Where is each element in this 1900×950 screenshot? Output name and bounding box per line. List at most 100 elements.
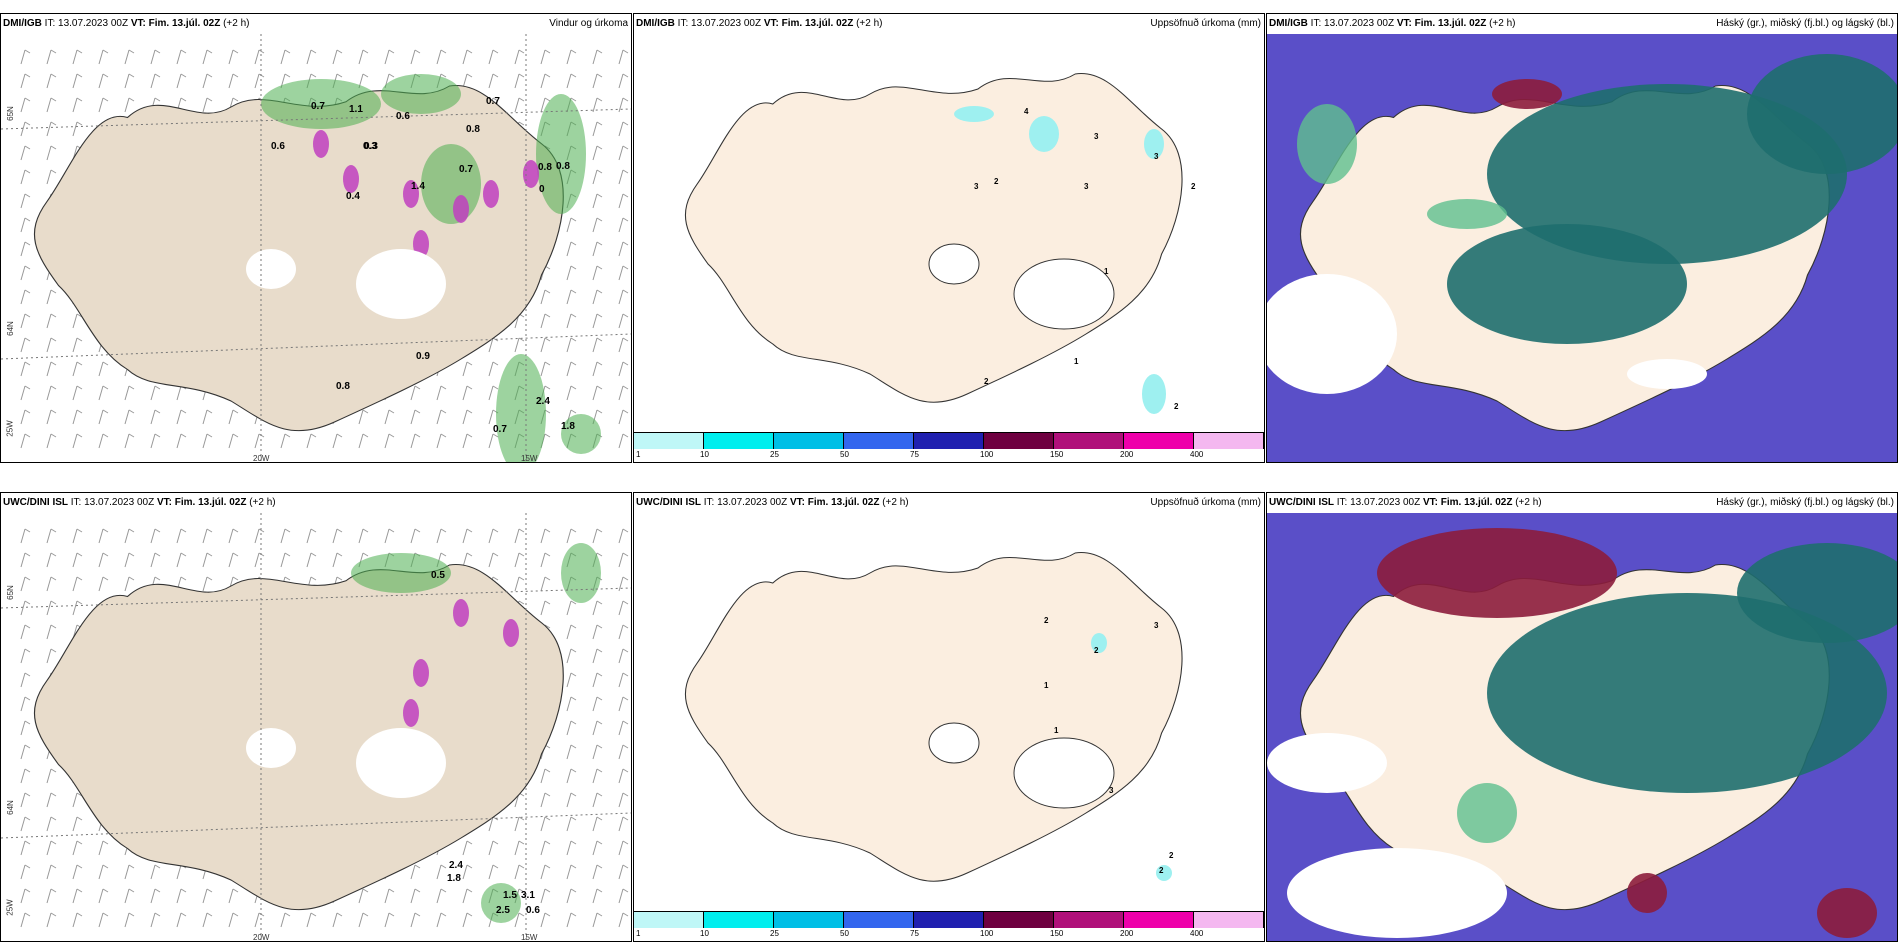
legend-tick: 10 — [700, 450, 709, 459]
map-area: 4 3 3 2 3 2 1 1 2 2 3 — [634, 34, 1264, 432]
wind-barb — [436, 864, 447, 880]
legend-swatch — [634, 912, 704, 928]
map-area — [1267, 34, 1897, 462]
legend-tick: 100 — [980, 450, 994, 459]
precip-area — [421, 144, 481, 224]
wind-barb — [566, 912, 577, 928]
panel-cloud-uwc: UWC/DINI ISL IT: 13.07.2023 00Z VT: Fim.… — [1266, 492, 1898, 942]
wind-barb — [514, 840, 525, 856]
wind-barb — [176, 552, 187, 568]
wind-barb — [46, 121, 57, 137]
wind-barb — [150, 49, 161, 65]
wind-barb — [566, 696, 577, 712]
heavy-precip-area — [523, 160, 539, 188]
lead-time: (+2 h) — [1486, 18, 1516, 29]
legend-tick: 200 — [1120, 929, 1134, 938]
precip-label: 0.8 — [336, 381, 350, 392]
wind-barb — [150, 385, 161, 401]
wind-barb — [592, 97, 603, 113]
wind-barb — [72, 49, 83, 65]
wind-barb — [202, 576, 213, 592]
legend-tick: 10 — [700, 929, 709, 938]
wind-barb — [618, 816, 629, 832]
lead-time: (+2 h) — [246, 497, 276, 508]
lead-time: (+2 h) — [879, 497, 909, 508]
legend-swatch — [914, 912, 984, 928]
wind-barb — [228, 912, 239, 928]
wind-barb — [20, 217, 31, 233]
wind-barb — [150, 433, 161, 449]
wind-barb — [384, 912, 395, 928]
wind-barb — [618, 528, 629, 544]
lon-label: 20W — [253, 454, 270, 463]
accum-label: 1 — [1054, 726, 1059, 735]
wind-barb — [566, 313, 577, 329]
panel-header: UWC/DINI ISL IT: 13.07.2023 00Z VT: Fim.… — [634, 493, 1264, 513]
lead-time: (+2 h) — [220, 18, 250, 29]
heavy-precip-area — [483, 180, 499, 208]
wind-barb — [462, 361, 473, 377]
wind-barb — [20, 313, 31, 329]
wind-barb — [514, 337, 525, 353]
wind-barb — [358, 912, 369, 928]
wind-barb — [98, 73, 109, 89]
precip-area — [481, 883, 521, 923]
wind-barb — [228, 409, 239, 425]
cloud-cover-overlap — [1492, 79, 1562, 109]
wind-barb — [150, 864, 161, 880]
wind-barb — [20, 600, 31, 616]
precip-area — [261, 79, 381, 129]
wind-barb — [358, 888, 369, 904]
accum-label: 2 — [1191, 182, 1196, 191]
wind-barb — [592, 864, 603, 880]
wind-barb — [488, 385, 499, 401]
wind-barb — [72, 816, 83, 832]
precip-label: 0.8 — [538, 162, 552, 173]
legend-swatch — [704, 912, 774, 928]
wind-barb — [72, 73, 83, 89]
legend-tick: 25 — [770, 450, 779, 459]
wind-barb — [592, 73, 603, 89]
wind-barb — [592, 313, 603, 329]
wind-barb — [592, 169, 603, 185]
wind-barb — [46, 624, 57, 640]
legend-tick: 100 — [980, 929, 994, 938]
wind-barb — [592, 912, 603, 928]
model-name: UWC/DINI ISL — [1269, 497, 1334, 508]
panel-title: Uppsöfnuð úrkoma (mm) — [1150, 497, 1261, 508]
wind-barb — [410, 433, 421, 449]
accum-label: 1 — [1044, 681, 1049, 690]
lon-label: 25W — [5, 899, 15, 916]
lon-label: 15W — [521, 933, 538, 942]
wind-barb — [332, 433, 343, 449]
wind-barb — [566, 337, 577, 353]
wind-barb — [540, 888, 551, 904]
wind-barb — [228, 528, 239, 544]
glacier — [1013, 258, 1115, 330]
wind-barb — [488, 552, 499, 568]
accum-label: 3 — [1084, 182, 1089, 191]
wind-barb — [592, 696, 603, 712]
lon-label: 25W — [5, 420, 15, 437]
panel-header: UWC/DINI ISL IT: 13.07.2023 00Z VT: Fim.… — [1, 493, 631, 513]
wind-barb — [462, 385, 473, 401]
accum-label: 2 — [1169, 851, 1174, 860]
wind-barb — [72, 385, 83, 401]
wind-barb — [566, 241, 577, 257]
wind-barb — [488, 337, 499, 353]
wind-barb — [488, 864, 499, 880]
wind-barb — [20, 265, 31, 281]
wind-barb — [540, 840, 551, 856]
precip-area — [561, 414, 601, 454]
wind-barb — [566, 361, 577, 377]
glacier — [928, 722, 980, 764]
iceland-landmass — [684, 552, 1183, 882]
wind-barb — [618, 121, 629, 137]
wind-barb — [592, 193, 603, 209]
wind-barb — [566, 265, 577, 281]
accum-label: 2 — [994, 177, 999, 186]
wind-barb — [46, 768, 57, 784]
wind-barb — [46, 912, 57, 928]
wind-barb — [592, 528, 603, 544]
